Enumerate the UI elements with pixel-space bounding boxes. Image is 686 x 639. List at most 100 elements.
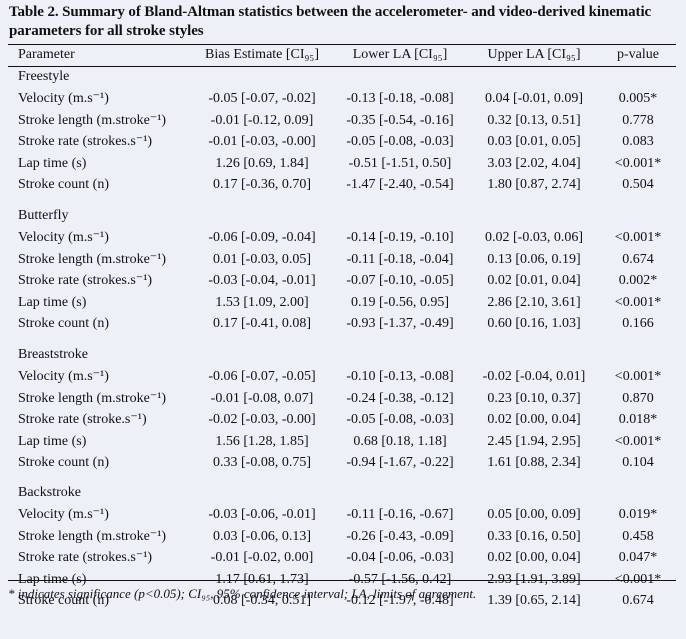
cell-upper-la: 2.86 [2.10, 3.61] (487, 294, 581, 310)
cell-bias: -0.05 [-0.07, -0.02] (208, 91, 316, 106)
group-heading: Freestyle (0, 66, 686, 88)
table-row: Stroke length (m.stroke⁻¹) -0.01 [-0.08, … (0, 388, 686, 410)
table-row: Stroke count (n) 0.17 [-0.41, 0.08] -0.93 … (0, 313, 686, 335)
cell-lower-la: -0.11 [-0.18, -0.04] (346, 251, 454, 267)
cell-upper-la: 0.02 [0.00, 0.04] (487, 550, 581, 566)
cell-lower-la: -0.24 [-0.38, -0.12] (346, 390, 454, 406)
cell-upper-la: 1.61 [0.88, 2.34] (487, 455, 581, 471)
cell-bias: -0.03 [-0.04, -0.01] (208, 273, 316, 289)
table-row: Velocity (m.s⁻¹) -0.05 [-0.07, -0.02] -0.1… (0, 88, 686, 110)
table-row: Stroke count (n) 0.33 [-0.08, 0.75] -0.94 … (0, 452, 686, 474)
cell-parameter: Stroke count (n) (18, 177, 109, 193)
cell-p-value: <0.001* (614, 155, 662, 171)
cell-p-value: 0.104 (622, 455, 654, 471)
table-row: Lap time (s) 1.53 [1.09, 2.00] 0.19 [-0.56… (0, 292, 686, 314)
cell-lower-la: -0.11 [-0.16, -0.67] (346, 507, 454, 522)
cell-bias: -0.02 [-0.03, -0.00] (208, 412, 316, 428)
group-name: Backstroke (18, 485, 81, 500)
group-heading: Backstroke (0, 482, 686, 504)
cell-bias: 0.17 [-0.36, 0.70] (213, 177, 311, 193)
cell-parameter: Stroke length (m.stroke⁻¹) (18, 528, 167, 544)
group-name: Butterfly (18, 208, 69, 223)
cell-p-value: <0.001* (614, 369, 662, 384)
header-parameter: Parameter (18, 47, 75, 62)
table-row: Stroke rate (strokes.s⁻¹) -0.01 [-0.03, -… (0, 131, 686, 153)
cell-p-value: <0.001* (614, 433, 662, 449)
bottom-rule (8, 580, 676, 581)
cell-upper-la: 0.02 [0.00, 0.04] (487, 412, 581, 428)
cell-parameter: Stroke count (n) (18, 316, 109, 332)
cell-parameter: Lap time (s) (18, 433, 87, 449)
cell-upper-la: 0.23 [0.10, 0.37] (487, 390, 581, 406)
cell-bias: 0.01 [-0.03, 0.05] (213, 251, 311, 267)
table-row: Velocity (m.s⁻¹) -0.06 [-0.07, -0.05] -0.1… (0, 366, 686, 388)
cell-bias: -0.06 [-0.09, -0.04] (208, 230, 316, 245)
cell-p-value: <0.001* (614, 230, 662, 245)
cell-p-value: 0.047* (618, 550, 658, 566)
cell-bias: -0.03 [-0.06, -0.01] (208, 507, 316, 522)
header-upper-la: Upper LA [CI₉₅] (487, 47, 581, 62)
cell-parameter: Stroke rate (strokes.s⁻¹) (18, 550, 153, 566)
cell-lower-la: 0.19 [-0.56, 0.95] (351, 294, 449, 310)
table-row: Stroke count (n) 0.17 [-0.36, 0.70] -1.47 … (0, 174, 686, 196)
group-name: Freestyle (18, 69, 70, 84)
cell-parameter: Stroke rate (stroke.s⁻¹) (18, 412, 147, 428)
cell-upper-la: 0.03 [0.01, 0.05] (487, 134, 581, 150)
cell-lower-la: -0.04 [-0.06, -0.03] (346, 550, 454, 566)
cell-bias: 0.17 [-0.41, 0.08] (213, 316, 311, 332)
cell-parameter: Stroke length (m.stroke⁻¹) (18, 112, 167, 128)
group-heading: Butterfly (0, 205, 686, 227)
cell-parameter: Velocity (m.s⁻¹) (18, 369, 109, 384)
cell-parameter: Lap time (s) (18, 571, 87, 587)
group-heading: Breaststroke (0, 344, 686, 366)
cell-bias: 1.17 [0.61, 1.73] (215, 571, 309, 587)
header-lower-la: Lower LA [CI₉₅] (352, 47, 448, 62)
cell-lower-la: -0.93 [-1.37, -0.49] (346, 316, 454, 332)
cell-parameter: Velocity (m.s⁻¹) (18, 230, 109, 245)
cell-upper-la: 3.03 [2.02, 4.04] (487, 155, 581, 171)
table-row: Velocity (m.s⁻¹) -0.06 [-0.09, -0.04] -0.1… (0, 227, 686, 249)
cell-lower-la: -0.07 [-0.10, -0.05] (346, 273, 454, 289)
cell-parameter: Lap time (s) (18, 294, 87, 310)
cell-upper-la: 1.39 [0.65, 2.14] (487, 593, 581, 609)
table-row: Stroke length (m.stroke⁻¹) 0.01 [-0.03, 0… (0, 249, 686, 271)
cell-lower-la: -0.94 [-1.67, -0.22] (346, 455, 454, 471)
table-row: Stroke rate (strokes.s⁻¹) -0.03 [-0.04, -… (0, 270, 686, 292)
cell-p-value: 0.018* (618, 412, 658, 428)
cell-upper-la: 0.33 [0.16, 0.50] (487, 528, 581, 544)
table-row: Stroke length (m.stroke⁻¹) -0.01 [-0.12, … (0, 110, 686, 132)
cell-p-value: 0.166 (622, 316, 654, 332)
cell-p-value: 0.870 (622, 390, 654, 406)
cell-bias: -0.06 [-0.07, -0.05] (208, 369, 316, 384)
cell-lower-la: -0.13 [-0.18, -0.08] (346, 91, 454, 106)
cell-p-value: 0.005* (618, 91, 658, 106)
cell-parameter: Stroke length (m.stroke⁻¹) (18, 390, 167, 406)
cell-lower-la: -0.57 [-1.56, 0.42] (348, 571, 452, 587)
cell-lower-la: -0.05 [-0.08, -0.03] (346, 134, 454, 150)
cell-bias: 0.33 [-0.08, 0.75] (213, 455, 311, 471)
cell-bias: 0.03 [-0.06, 0.13] (213, 528, 311, 544)
cell-upper-la: 0.13 [0.06, 0.19] (487, 251, 581, 267)
cell-p-value: 0.458 (622, 528, 654, 544)
cell-bias: 1.53 [1.09, 2.00] (215, 294, 309, 310)
table-row: Stroke length (m.stroke⁻¹) 0.03 [-0.06, 0… (0, 526, 686, 548)
table-row: Stroke count (n) 0.08 [-0.34, 0.51] -0.12 … (0, 590, 686, 612)
cell-bias: -0.01 [-0.08, 0.07] (210, 390, 314, 406)
table-row: Lap time (s) 1.17 [0.61, 1.73] -0.57 [-1.5… (0, 569, 686, 591)
table-footnote: * indicates significance (p<0.05); CI₉₅,… (8, 586, 477, 601)
cell-lower-la: 0.68 [0.18, 1.18] (353, 433, 447, 449)
cell-parameter: Stroke length (m.stroke⁻¹) (18, 251, 167, 267)
cell-parameter: Stroke rate (strokes.s⁻¹) (18, 273, 153, 289)
cell-lower-la: -0.26 [-0.43, -0.09] (346, 528, 454, 544)
cell-parameter: Stroke count (n) (18, 593, 109, 609)
cell-p-value: 0.674 (622, 251, 654, 267)
cell-parameter: Stroke count (n) (18, 455, 109, 471)
table-header-row: Parameter Bias Estimate [CI₉₅] Lower LA … (0, 44, 686, 66)
cell-lower-la: -0.12 [-1.97, -0.48] (346, 593, 454, 609)
cell-bias: 1.26 [0.69, 1.84] (215, 155, 309, 171)
cell-upper-la: 0.02 [0.01, 0.04] (487, 273, 581, 289)
cell-p-value: 0.002* (618, 273, 658, 289)
cell-bias: -0.01 [-0.03, -0.00] (208, 134, 316, 150)
header-rule (8, 66, 676, 67)
cell-parameter: Stroke rate (strokes.s⁻¹) (18, 134, 153, 150)
